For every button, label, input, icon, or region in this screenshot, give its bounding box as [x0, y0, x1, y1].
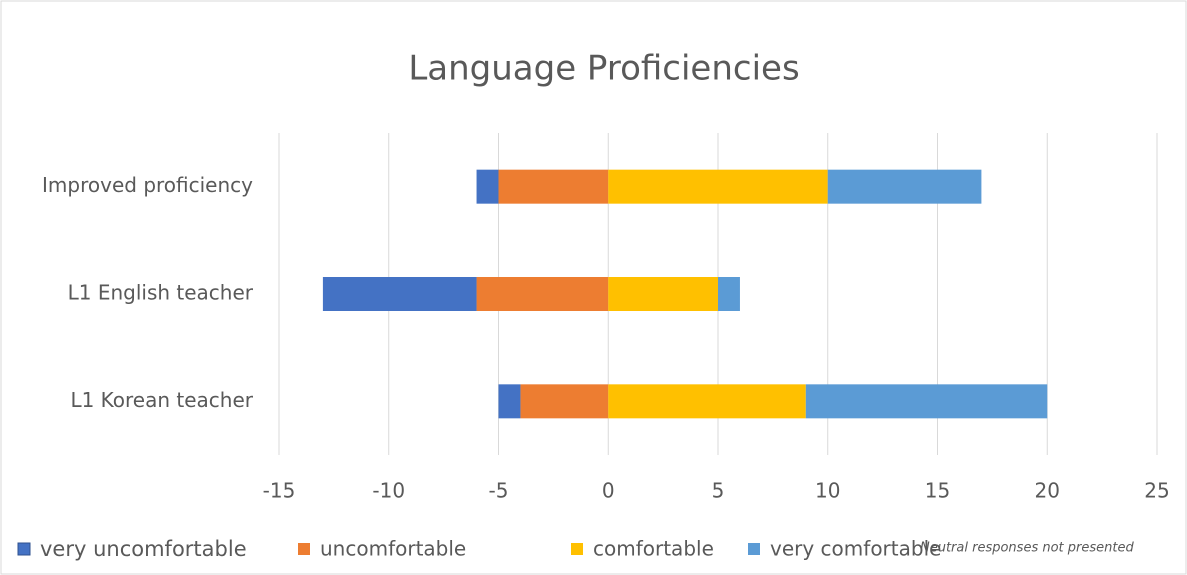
x-tick-label: -15	[263, 479, 296, 503]
bar-segment	[608, 384, 806, 419]
x-tick-label: -10	[372, 479, 405, 503]
chart-title: Language Proficiencies	[408, 49, 799, 89]
y-tick-label: L1 Korean teacher	[70, 388, 253, 412]
legend-label: comfortable	[593, 537, 714, 561]
x-tick-label: 10	[815, 479, 840, 503]
bar-segment	[805, 384, 1048, 419]
x-tick-label: 15	[925, 479, 950, 503]
bar-segment	[827, 169, 982, 204]
bar-segment	[498, 169, 609, 204]
y-tick-label: L1 English teacher	[68, 281, 254, 305]
x-tick-label: -5	[489, 479, 509, 503]
bar-segment	[476, 277, 609, 311]
legend-swatch	[571, 543, 583, 555]
x-tick-label: 0	[602, 479, 615, 503]
x-tick-label: 5	[712, 479, 725, 503]
x-tick-label: 25	[1144, 479, 1169, 503]
legend-label: uncomfortable	[320, 537, 466, 561]
legend-swatch	[17, 542, 31, 556]
bar-segment	[608, 277, 718, 311]
bar-segment	[718, 277, 740, 311]
legend-label: very uncomfortable	[40, 537, 247, 561]
bar-segment	[498, 384, 521, 419]
legend-swatch	[748, 543, 760, 555]
legend-swatch	[298, 543, 310, 555]
bar-segment	[322, 277, 477, 311]
y-tick-label: Improved proficiency	[42, 173, 253, 197]
bar-segment	[476, 169, 499, 204]
legend-label: very comfortable	[770, 537, 941, 561]
bar-segment	[520, 384, 609, 419]
annotation: Neutral responses not presented	[920, 541, 1134, 556]
bar-segment	[608, 169, 828, 204]
x-tick-label: 20	[1035, 479, 1060, 503]
